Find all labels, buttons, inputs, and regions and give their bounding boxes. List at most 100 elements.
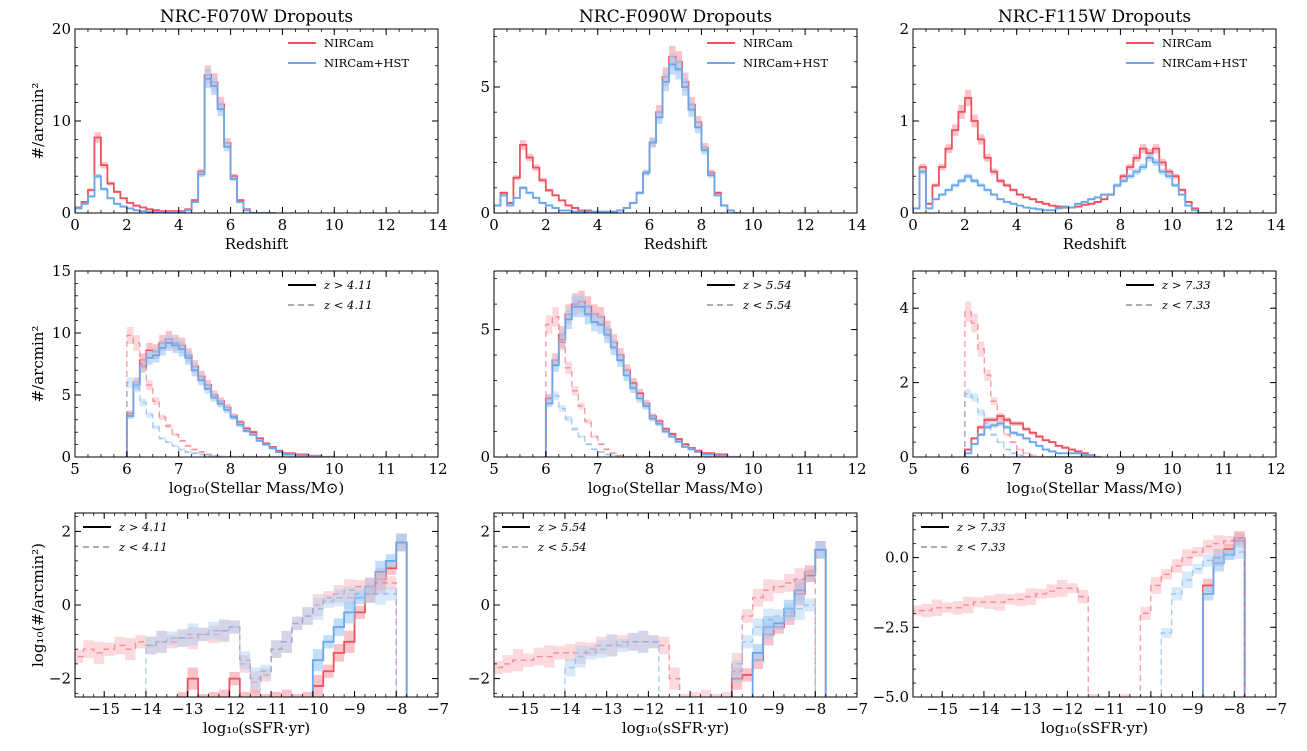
error-band bbox=[971, 393, 978, 402]
y-tick-label: 2 bbox=[61, 522, 71, 540]
error-band bbox=[585, 646, 597, 660]
error-band bbox=[610, 454, 618, 457]
error-band bbox=[177, 691, 188, 697]
error-band bbox=[302, 691, 313, 697]
error-band bbox=[997, 417, 1004, 423]
error-band bbox=[291, 694, 303, 697]
series-line-4 bbox=[1160, 551, 1246, 697]
x-tick-label: −8 bbox=[804, 700, 826, 718]
error-band bbox=[669, 455, 676, 457]
legend-label: NIRCam bbox=[743, 36, 793, 50]
x-tick-label: −11 bbox=[255, 700, 287, 718]
error-band bbox=[1075, 455, 1082, 457]
error-band bbox=[218, 689, 230, 697]
y-tick-label: 5 bbox=[480, 78, 490, 96]
legend: z > 5.54 z < 5.54 bbox=[707, 278, 792, 312]
x-tick-label: 11 bbox=[377, 460, 396, 478]
error-band bbox=[198, 694, 209, 697]
x-tick-label: −11 bbox=[1093, 700, 1125, 718]
x-tick-label: 9 bbox=[697, 460, 707, 478]
x-tick-label: 9 bbox=[1116, 460, 1126, 478]
x-tick-label: 5 bbox=[70, 460, 80, 478]
x-tick-label: 6 bbox=[541, 460, 551, 478]
error-band bbox=[178, 448, 186, 451]
error-band bbox=[1088, 694, 1099, 697]
error-band bbox=[281, 689, 292, 697]
x-tick-label: 6 bbox=[1064, 216, 1074, 234]
error-band bbox=[146, 411, 153, 418]
error-band bbox=[804, 598, 816, 612]
error-band bbox=[198, 627, 209, 642]
panel-title: NRC-F070W Dropouts bbox=[160, 7, 353, 27]
error-band bbox=[1062, 455, 1069, 457]
legend-label: z < 5.54 bbox=[742, 298, 792, 312]
legend-label: z < 7.33 bbox=[1161, 298, 1211, 312]
x-axis-label: log₁₀(Stellar Mass/M⊙) bbox=[169, 479, 345, 497]
error-band bbox=[375, 571, 386, 594]
legend-label: z > 4.11 bbox=[118, 520, 168, 534]
y-tick-label: −2 bbox=[49, 670, 71, 688]
error-band bbox=[964, 389, 972, 399]
axes-frame bbox=[912, 512, 1277, 698]
series-line-4 bbox=[964, 393, 1101, 457]
error-band bbox=[1042, 455, 1050, 457]
error-band bbox=[575, 641, 586, 664]
error-band bbox=[1223, 549, 1235, 560]
series-line-3 bbox=[494, 574, 816, 697]
series-line-2 bbox=[311, 541, 408, 697]
error-band bbox=[630, 455, 637, 457]
y-tick-label: 10 bbox=[52, 112, 71, 130]
error-band bbox=[617, 455, 624, 457]
y-tick-label: 1 bbox=[899, 112, 909, 130]
y-tick-label: 5 bbox=[61, 386, 71, 404]
error-band bbox=[742, 635, 753, 649]
x-axis-label: Redshift bbox=[644, 235, 708, 253]
x-tick-label: −14 bbox=[549, 700, 581, 718]
plot-area bbox=[75, 533, 408, 697]
x-tick-label: 5 bbox=[489, 460, 499, 478]
error-band bbox=[679, 694, 691, 697]
x-tick-label: −10 bbox=[716, 700, 748, 718]
error-band bbox=[208, 691, 219, 697]
x-tick-label: 12 bbox=[428, 460, 447, 478]
error-band bbox=[714, 455, 728, 457]
x-tick-label: 0 bbox=[489, 216, 499, 234]
x-tick-label: −12 bbox=[633, 700, 665, 718]
error-band bbox=[364, 585, 376, 603]
error-band bbox=[994, 593, 1005, 611]
legend: z > 4.11 z < 4.11 bbox=[83, 520, 168, 554]
x-tick-label: 9 bbox=[278, 460, 288, 478]
error-band bbox=[688, 455, 695, 457]
error-band bbox=[964, 301, 972, 323]
series-line-1 bbox=[544, 300, 741, 457]
error-band bbox=[250, 689, 261, 697]
legend-label: NIRCam+HST bbox=[1162, 56, 1247, 70]
y-tick-label: 2 bbox=[899, 20, 909, 38]
legend: z > 4.11 z < 4.11 bbox=[288, 278, 373, 312]
error-band bbox=[584, 418, 592, 424]
error-band bbox=[152, 425, 160, 430]
x-tick-label: −10 bbox=[1135, 700, 1167, 718]
panel-7: −15 −14 −13 −12 −11 −10 −9 −8 −7 −2 0 2 log₁₀(sSFR·y… bbox=[29, 512, 449, 737]
x-tick-label: −8 bbox=[1223, 700, 1245, 718]
x-tick-label: 7 bbox=[593, 460, 603, 478]
x-axis-label: log₁₀(sSFR·yr) bbox=[203, 719, 310, 737]
error-band bbox=[187, 623, 199, 646]
error-band bbox=[1036, 588, 1047, 599]
legend-label: NIRCam bbox=[324, 36, 374, 50]
plot-area bbox=[75, 65, 276, 213]
error-band bbox=[375, 582, 386, 605]
legend-label: z > 7.33 bbox=[1161, 278, 1211, 292]
error-band bbox=[165, 441, 173, 444]
x-tick-label: −13 bbox=[172, 700, 204, 718]
x-tick-label: 6 bbox=[960, 460, 970, 478]
x-tick-label: −7 bbox=[1265, 700, 1287, 718]
error-band bbox=[152, 397, 160, 406]
series-line-2 bbox=[125, 342, 335, 457]
legend: z > 5.54 z < 5.54 bbox=[502, 520, 587, 554]
plot-area bbox=[913, 89, 1212, 213]
error-band bbox=[333, 585, 345, 603]
x-tick-label: −7 bbox=[846, 700, 868, 718]
error-band bbox=[591, 435, 598, 439]
